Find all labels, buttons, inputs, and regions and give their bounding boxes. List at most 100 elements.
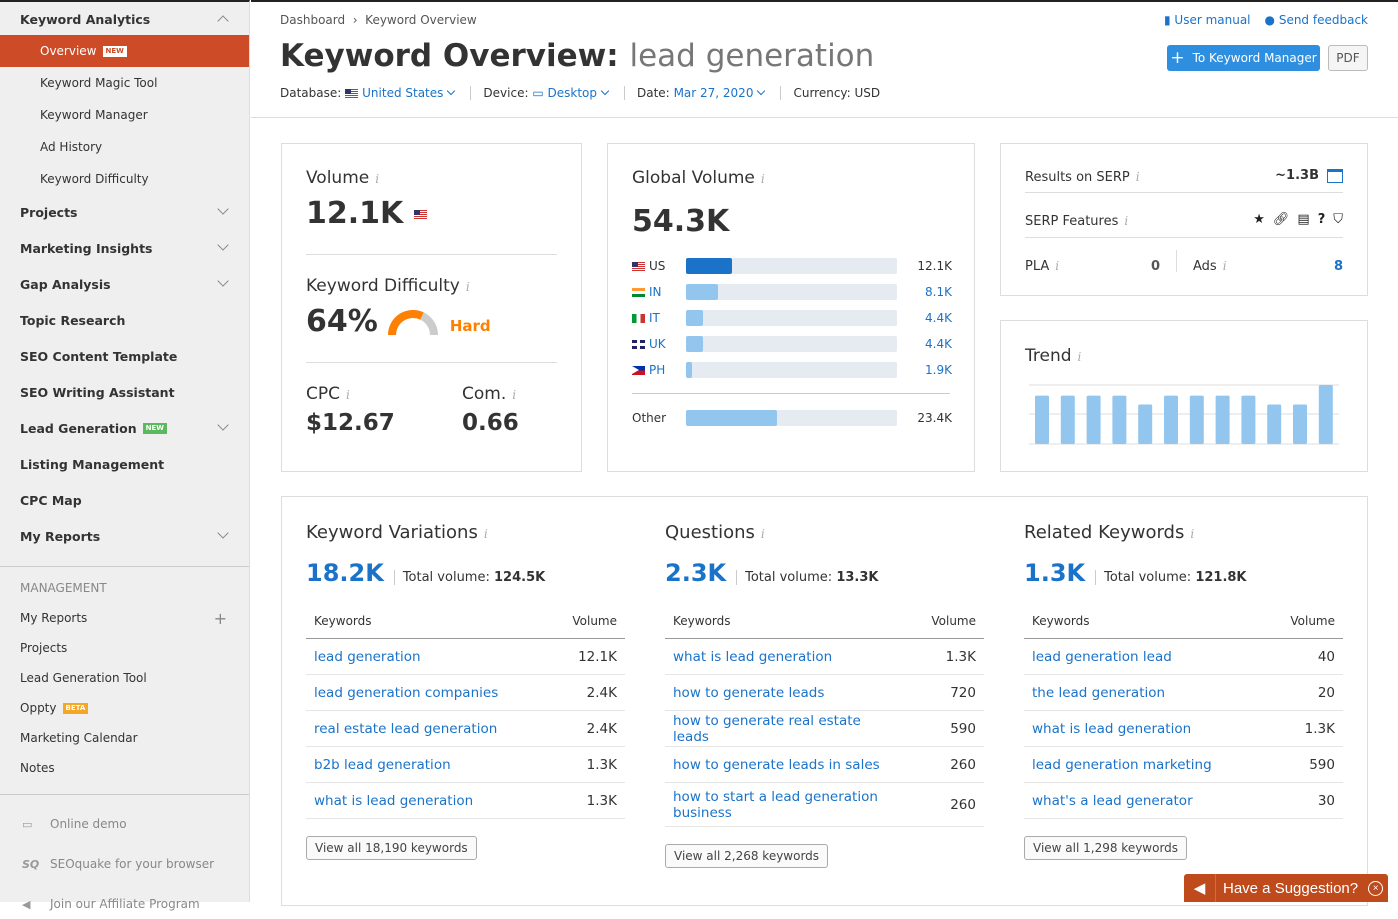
footer-link[interactable]: SQ SEOquake for your browser	[0, 849, 249, 879]
info-icon[interactable]: i	[1055, 259, 1060, 273]
info-icon[interactable]: i	[512, 388, 517, 402]
sidebar-section-keyword-analytics[interactable]: Keyword Analytics	[0, 3, 249, 35]
keyword-link[interactable]: b2b lead generation	[314, 756, 451, 773]
trend-bar[interactable]	[1060, 395, 1075, 444]
panel-count[interactable]: 18.2K	[306, 559, 384, 587]
cpc-label: CPC	[306, 384, 340, 404]
country-link[interactable]: IN	[632, 285, 686, 299]
info-icon[interactable]: i	[483, 527, 488, 541]
trend-bar[interactable]	[1086, 395, 1101, 444]
trend-bar[interactable]	[1112, 395, 1127, 444]
keyword-link[interactable]: how to generate leads	[673, 684, 825, 701]
sidebar-item-projects[interactable]: Projects	[0, 196, 249, 228]
close-icon[interactable]: ×	[1368, 880, 1384, 896]
keyword-link[interactable]: real estate lead generation	[314, 720, 498, 737]
sidebar-item-topic-research[interactable]: Topic Research	[0, 304, 249, 336]
database-select[interactable]: United States	[362, 86, 444, 100]
management-item-my-reports[interactable]: My Reports +	[0, 603, 249, 633]
info-icon[interactable]: i	[760, 527, 765, 541]
news-icon[interactable]: ▤	[1297, 212, 1310, 227]
serp-view-icon[interactable]	[1327, 168, 1343, 183]
management-item-marketing-calendar[interactable]: Marketing Calendar	[0, 723, 249, 753]
link-icon[interactable]: 🔗︎	[1272, 212, 1290, 227]
country-link[interactable]: US	[632, 259, 686, 273]
user-manual-link[interactable]: ▮ User manual	[1164, 13, 1251, 27]
date-select[interactable]: Mar 27, 2020	[673, 86, 754, 100]
country-volume[interactable]: 1.9K	[925, 363, 952, 377]
keyword-link[interactable]: lead generation companies	[314, 684, 499, 701]
trend-bar[interactable]	[1215, 395, 1230, 444]
panel-count[interactable]: 2.3K	[665, 559, 727, 587]
footer-link[interactable]: ▭ Online demo	[0, 809, 249, 839]
sidebar-item-seo-writing-assistant[interactable]: SEO Writing Assistant	[0, 376, 249, 408]
keyword-link[interactable]: lead generation lead	[1032, 648, 1172, 665]
send-feedback-link[interactable]: ● Send feedback	[1265, 13, 1368, 27]
star-icon[interactable]: ★	[1253, 212, 1265, 227]
keyword-volume: 30	[1317, 792, 1335, 809]
panel-count[interactable]: 1.3K	[1024, 559, 1086, 587]
sidebar-item-gap-analysis[interactable]: Gap Analysis	[0, 268, 249, 300]
sidebar-item-listing-management[interactable]: Listing Management	[0, 448, 249, 480]
sidebar-item-marketing-insights[interactable]: Marketing Insights	[0, 232, 249, 264]
trend-bar[interactable]	[1318, 385, 1333, 444]
trend-bar[interactable]	[1267, 404, 1282, 444]
keyword-link[interactable]: what is lead generation	[314, 792, 474, 809]
country-volume[interactable]: 4.4K	[925, 311, 952, 325]
management-item-notes[interactable]: Notes	[0, 753, 249, 783]
plus-icon[interactable]: +	[213, 608, 227, 628]
country-link[interactable]: UK	[632, 337, 686, 351]
keyword-link[interactable]: the lead generation	[1032, 684, 1166, 701]
country-volume[interactable]: 8.1K	[925, 285, 952, 299]
sidebar-item-seo-content-template[interactable]: SEO Content Template	[0, 340, 249, 372]
megaphone-icon: ◀	[1184, 874, 1216, 902]
trend-bar[interactable]	[1241, 395, 1256, 444]
breadcrumb-dashboard[interactable]: Dashboard	[280, 13, 346, 27]
keyword-link[interactable]: lead generation marketing	[1032, 756, 1212, 773]
trend-bar[interactable]	[1138, 404, 1153, 444]
management-item-projects[interactable]: Projects	[0, 633, 249, 663]
management-item-lead-generation-tool[interactable]: Lead Generation Tool	[0, 663, 249, 693]
pdf-button[interactable]: PDF	[1328, 45, 1368, 71]
sidebar-item-keyword-manager[interactable]: Keyword Manager	[0, 99, 249, 131]
info-icon[interactable]: i	[760, 172, 765, 186]
info-icon[interactable]: i	[346, 388, 350, 402]
sidebar-item-keyword-difficulty[interactable]: Keyword Difficulty	[0, 163, 249, 195]
sidebar-item-cpc-map[interactable]: CPC Map	[0, 484, 249, 516]
sidebar-item-keyword-magic-tool[interactable]: Keyword Magic Tool	[0, 67, 249, 99]
trend-bar[interactable]	[1293, 404, 1307, 444]
keyword-link[interactable]: how to generate leads in sales	[673, 756, 880, 773]
keyword-link[interactable]: what is lead generation	[673, 648, 833, 665]
info-icon[interactable]: i	[465, 280, 470, 294]
management-item-oppty[interactable]: Oppty BETA	[0, 693, 249, 723]
info-icon[interactable]: i	[1077, 350, 1082, 364]
device-select[interactable]: Desktop	[547, 86, 598, 100]
info-icon[interactable]: i	[1190, 527, 1195, 541]
trend-bar[interactable]	[1164, 395, 1178, 444]
trend-bar[interactable]	[1035, 395, 1049, 444]
suggestion-button[interactable]: ◀ Have a Suggestion? ×	[1184, 874, 1388, 902]
view-all-button[interactable]: View all 2,268 keywords	[665, 844, 829, 868]
footer-link[interactable]: ◀ Join our Affiliate Program	[0, 889, 249, 919]
graduation-cap-icon[interactable]: ⛉	[1333, 212, 1343, 227]
country-link[interactable]: PH	[632, 363, 686, 377]
country-volume[interactable]: 4.4K	[925, 337, 952, 351]
keyword-link[interactable]: what's a lead generator	[1032, 792, 1193, 809]
sidebar-item-ad-history[interactable]: Ad History	[0, 131, 249, 163]
info-icon[interactable]: i	[1222, 259, 1227, 273]
view-all-button[interactable]: View all 18,190 keywords	[306, 836, 477, 860]
keyword-link[interactable]: lead generation	[314, 648, 421, 665]
to-keyword-manager-button[interactable]: + To Keyword Manager	[1167, 45, 1320, 71]
sidebar-item-lead-generation[interactable]: Lead Generation NEW	[0, 412, 249, 444]
info-icon[interactable]: i	[1124, 214, 1129, 228]
keyword-link[interactable]: how to generate real estate leads	[673, 712, 861, 745]
keyword-link[interactable]: what is lead generation	[1032, 720, 1192, 737]
trend-bar[interactable]	[1189, 395, 1204, 444]
info-icon[interactable]: i	[375, 172, 380, 186]
question-icon[interactable]: ?	[1317, 212, 1326, 227]
country-link[interactable]: IT	[632, 311, 686, 325]
view-all-button[interactable]: View all 1,298 keywords	[1024, 836, 1188, 860]
keyword-link[interactable]: how to start a lead generation business	[673, 788, 878, 821]
sidebar-item-my-reports[interactable]: My Reports	[0, 520, 249, 552]
info-icon[interactable]: i	[1135, 170, 1140, 184]
sidebar-item-overview[interactable]: Overview NEW	[0, 35, 249, 67]
